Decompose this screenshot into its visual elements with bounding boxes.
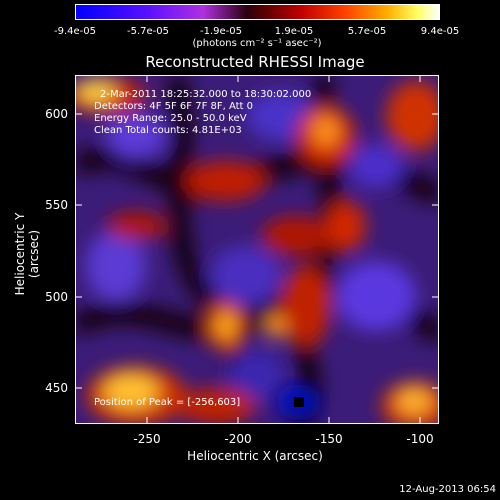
x-tick-label: -200 bbox=[224, 432, 252, 446]
info-energy-range: Energy Range: 25.0 - 50.0 keV bbox=[94, 113, 247, 124]
x-axis-label: Heliocentric X (arcsec) bbox=[187, 449, 323, 463]
x-tick-label: -150 bbox=[315, 432, 343, 446]
colorbar-tick: -1.9e-05 bbox=[200, 26, 242, 37]
rhessi-image: 2-Mar-2011 18:25:32.000 to 18:30:02.000 … bbox=[75, 75, 439, 424]
colorbar-units: (photons cm⁻² s⁻¹ asec⁻²) bbox=[192, 38, 322, 49]
info-peak-position: Position of Peak = [-256,603] bbox=[94, 397, 241, 408]
y-tick-label: 500 bbox=[45, 290, 68, 304]
colorbar-tick: 9.4e-05 bbox=[420, 26, 460, 37]
colorbar bbox=[75, 4, 440, 20]
colorbar-tick: -9.4e-05 bbox=[54, 26, 96, 37]
x-tick-label: -250 bbox=[133, 432, 161, 446]
info-time-range: 2-Mar-2011 18:25:32.000 to 18:30:02.000 bbox=[100, 89, 312, 100]
colorbar-tick: -5.7e-05 bbox=[127, 26, 169, 37]
y-tick-label: 450 bbox=[45, 381, 68, 395]
colorbar-tick: 1.9e-05 bbox=[274, 26, 314, 37]
y-tick-label: 550 bbox=[45, 198, 68, 212]
colorbar-tick: 5.7e-05 bbox=[347, 26, 387, 37]
plot-title: Reconstructed RHESSI Image bbox=[145, 53, 365, 71]
x-tick-label: -100 bbox=[406, 432, 434, 446]
y-axis-label: Heliocentric Y (arcsec) bbox=[13, 212, 41, 296]
info-detectors: Detectors: 4F 5F 6F 7F 8F, Att 0 bbox=[94, 101, 254, 112]
timestamp: 12-Aug-2013 06:54 bbox=[399, 484, 496, 495]
image-map bbox=[76, 76, 438, 423]
info-clean-counts: Clean Total counts: 4.81E+03 bbox=[94, 125, 242, 136]
y-tick-label: 600 bbox=[45, 107, 68, 121]
